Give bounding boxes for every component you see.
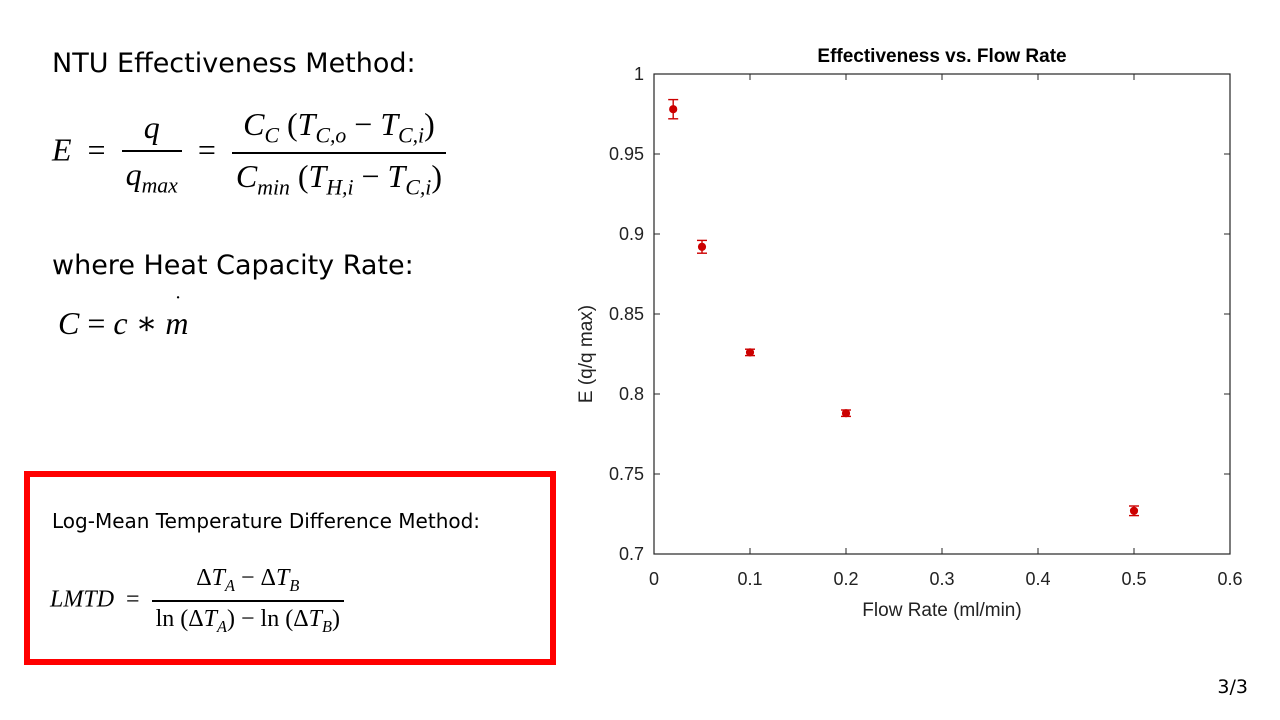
data-point <box>669 105 678 114</box>
page-number: 3/3 <box>1217 676 1248 698</box>
ntu-heading: NTU Effectiveness Method: <box>52 48 416 79</box>
heat-capacity-equation: C = c ∗ m ˙ <box>58 291 189 341</box>
lmtd-box: Log-Mean Temperature Difference Method: … <box>24 471 556 665</box>
data-point <box>697 242 707 251</box>
x-tick-label: 0.6 <box>1217 569 1242 589</box>
ntu-equation: E = q qmax = CC (TC,o − TC,i) Cmin (TH,i … <box>52 106 446 201</box>
x-tick-label: 0.2 <box>833 569 858 589</box>
x-axis-label: Flow Rate (ml/min) <box>862 600 1021 621</box>
x-tick-label: 0 <box>649 569 659 589</box>
data-point <box>1129 506 1139 515</box>
hcr-heading: where Heat Capacity Rate: <box>52 250 414 281</box>
y-axis-label: E (q/q max) <box>576 305 597 403</box>
y-tick-label: 0.85 <box>609 304 644 324</box>
y-tick-label: 0.7 <box>619 544 644 564</box>
y-tick-label: 0.8 <box>619 384 644 404</box>
y-tick-label: 0.9 <box>619 224 644 244</box>
data-point <box>745 348 755 357</box>
chart-title: Effectiveness vs. Flow Rate <box>817 46 1066 67</box>
y-tick-label: 0.95 <box>609 144 644 164</box>
plot-frame <box>653 73 1231 555</box>
lmtd-heading: Log-Mean Temperature Difference Method: <box>52 509 481 533</box>
x-tick-label: 0.1 <box>737 569 762 589</box>
x-tick-label: 0.5 <box>1121 569 1146 589</box>
effectiveness-chart: Effectiveness vs. Flow Rate 0 0.1 0.2 0.3 0.… <box>576 46 1243 621</box>
data-point <box>841 409 851 418</box>
x-tick-label: 0.3 <box>929 569 954 589</box>
y-tick-label: 1 <box>634 64 644 84</box>
lmtd-equation: LMTD = ΔTA − ΔTB ln (ΔTA) − ln (ΔTB) <box>50 565 344 637</box>
x-tick-label: 0.4 <box>1025 569 1050 589</box>
y-tick-label: 0.75 <box>609 464 644 484</box>
